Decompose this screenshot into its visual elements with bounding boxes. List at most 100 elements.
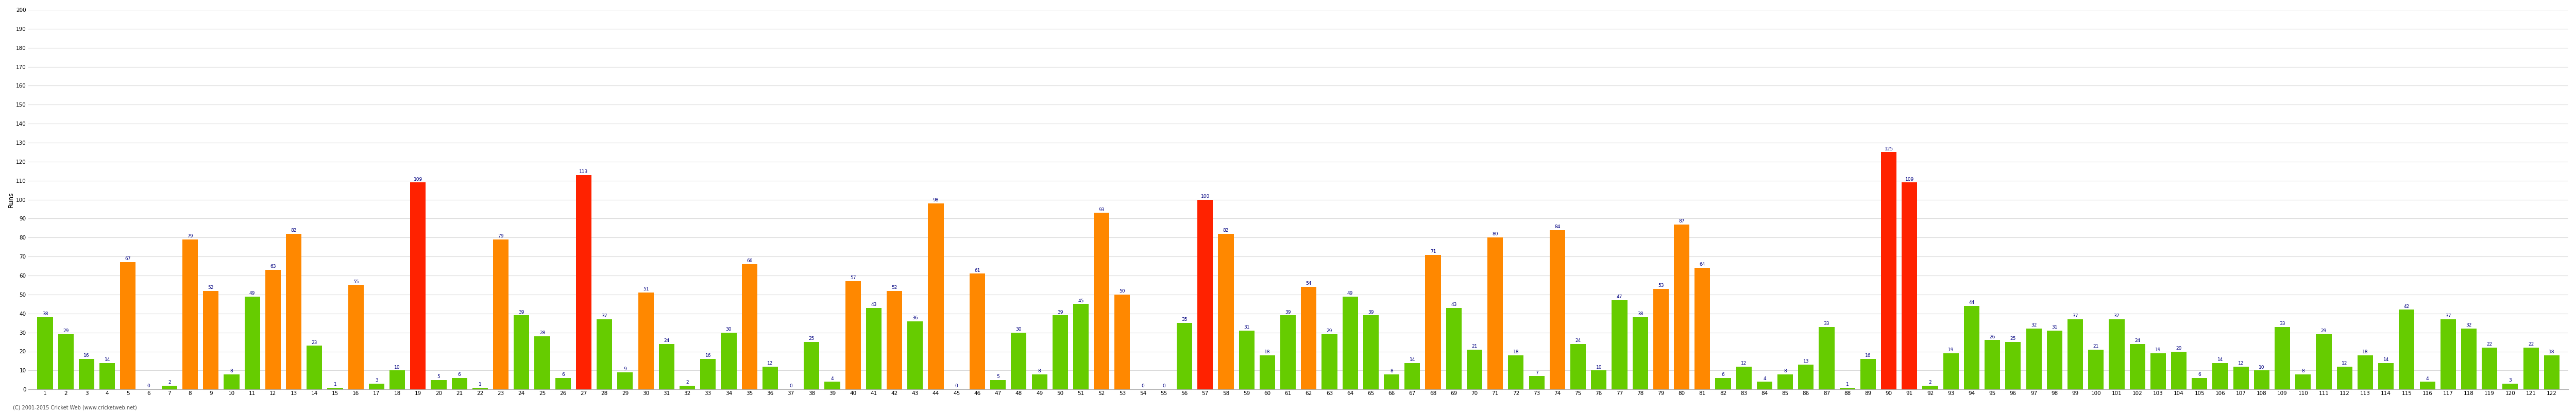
Text: 39: 39	[1285, 310, 1291, 314]
Bar	[1486, 238, 1502, 389]
Bar	[265, 270, 281, 389]
Text: 10: 10	[394, 365, 399, 370]
Text: 12: 12	[1741, 361, 1747, 366]
Bar	[1798, 365, 1814, 389]
Text: 0: 0	[1162, 384, 1164, 389]
Bar	[1551, 230, 1566, 389]
Bar	[1819, 327, 1834, 389]
Text: 33: 33	[2280, 321, 2285, 326]
Bar	[1033, 374, 1048, 389]
Text: 31: 31	[1244, 325, 1249, 330]
Bar	[2275, 327, 2290, 389]
Bar	[204, 291, 219, 389]
Bar	[2192, 378, 2208, 389]
Bar	[183, 239, 198, 389]
Text: 63: 63	[270, 264, 276, 269]
Text: 8: 8	[1783, 369, 1788, 373]
Text: 31: 31	[2050, 325, 2058, 330]
Bar	[2027, 329, 2043, 389]
Text: 14: 14	[2383, 357, 2388, 362]
Bar	[2398, 310, 2414, 389]
Bar	[1613, 300, 1628, 389]
Bar	[1280, 316, 1296, 389]
Bar	[1839, 388, 1855, 389]
Text: 14: 14	[2218, 357, 2223, 362]
Text: 18: 18	[1512, 350, 1520, 354]
Bar	[1425, 255, 1440, 389]
Bar	[1530, 376, 1546, 389]
Text: 3: 3	[376, 378, 379, 383]
Text: 4: 4	[832, 376, 835, 381]
Text: 32: 32	[2465, 323, 2473, 328]
Text: 0: 0	[788, 384, 793, 389]
Text: 39: 39	[1056, 310, 1064, 314]
Bar	[1260, 355, 1275, 389]
Text: 37: 37	[600, 314, 608, 318]
Text: 6: 6	[1721, 372, 1723, 377]
Bar	[762, 367, 778, 389]
Text: 52: 52	[209, 285, 214, 290]
Text: 1: 1	[335, 382, 337, 386]
Bar	[2545, 355, 2561, 389]
Bar	[162, 386, 178, 389]
Bar	[1010, 332, 1025, 389]
Text: 61: 61	[974, 268, 981, 273]
Bar	[1695, 268, 1710, 389]
Bar	[742, 264, 757, 389]
Text: 79: 79	[497, 234, 505, 239]
Bar	[2004, 342, 2020, 389]
Bar	[907, 321, 922, 389]
Bar	[866, 308, 881, 389]
Bar	[1880, 152, 1896, 389]
Text: 39: 39	[518, 310, 526, 314]
Bar	[2130, 344, 2146, 389]
Bar	[1592, 370, 1607, 389]
Bar	[1301, 287, 1316, 389]
Bar	[927, 204, 943, 389]
Text: 26: 26	[1989, 335, 1996, 339]
Bar	[1342, 297, 1358, 389]
Bar	[2233, 367, 2249, 389]
Bar	[1177, 323, 1193, 389]
Bar	[1571, 344, 1587, 389]
Bar	[2501, 384, 2517, 389]
Text: 25: 25	[809, 337, 814, 341]
Text: 22: 22	[2527, 342, 2535, 347]
Text: 8: 8	[1038, 369, 1041, 373]
Bar	[1054, 316, 1069, 389]
Text: 6: 6	[2197, 372, 2200, 377]
Bar	[1922, 386, 1937, 389]
Text: 6: 6	[459, 372, 461, 377]
Bar	[2151, 353, 2166, 389]
Text: 125: 125	[1886, 147, 1893, 151]
Text: 87: 87	[1680, 219, 1685, 223]
Bar	[845, 281, 860, 389]
Bar	[2524, 348, 2540, 389]
Text: 5: 5	[438, 375, 440, 379]
Text: 5: 5	[997, 375, 999, 379]
Text: 4: 4	[1762, 376, 1767, 381]
Text: 98: 98	[933, 198, 938, 202]
Bar	[824, 382, 840, 389]
Bar	[430, 380, 446, 389]
Text: 22: 22	[2486, 342, 2494, 347]
Text: 67: 67	[126, 257, 131, 261]
Bar	[2357, 355, 2372, 389]
Bar	[80, 359, 95, 389]
Text: 19: 19	[2156, 348, 2161, 352]
Bar	[659, 344, 675, 389]
Text: 109: 109	[1906, 177, 1914, 182]
Bar	[989, 380, 1005, 389]
Bar	[2213, 363, 2228, 389]
Bar	[1074, 304, 1090, 389]
Text: 6: 6	[562, 372, 564, 377]
Text: (C) 2001-2015 Cricket Web (www.cricketweb.net): (C) 2001-2015 Cricket Web (www.cricketwe…	[13, 405, 137, 410]
Text: 36: 36	[912, 316, 917, 320]
Bar	[1633, 317, 1649, 389]
Bar	[1654, 289, 1669, 389]
Text: 42: 42	[2403, 304, 2409, 309]
Text: 2: 2	[167, 380, 170, 385]
Text: 37: 37	[2115, 314, 2120, 318]
Bar	[2172, 351, 2187, 389]
Text: 0: 0	[147, 384, 149, 389]
